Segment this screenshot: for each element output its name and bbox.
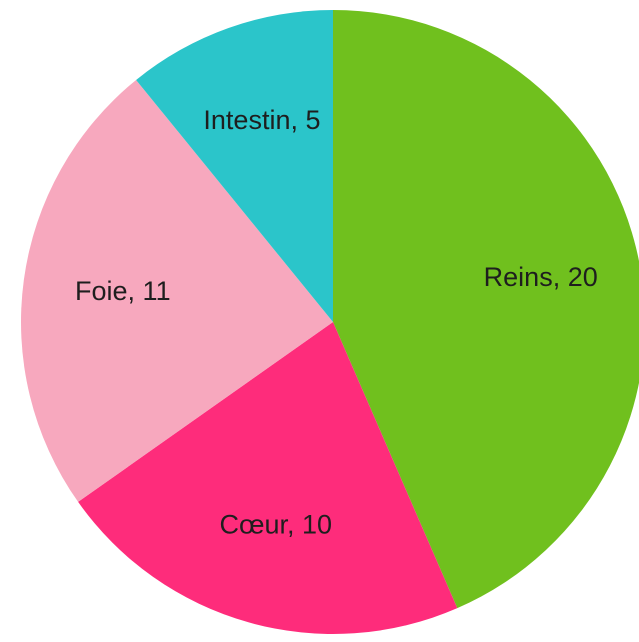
- pie-slice: [333, 10, 639, 609]
- pie-slice: [136, 10, 333, 322]
- slice-label: Cœur, 10: [219, 509, 332, 539]
- pie-slice: [20, 79, 333, 502]
- slice-label: Intestin, 5: [203, 105, 320, 135]
- slice-label: Foie, 11: [75, 276, 171, 306]
- slice-label: Reins, 20: [484, 262, 598, 292]
- pie-slice: [78, 322, 458, 634]
